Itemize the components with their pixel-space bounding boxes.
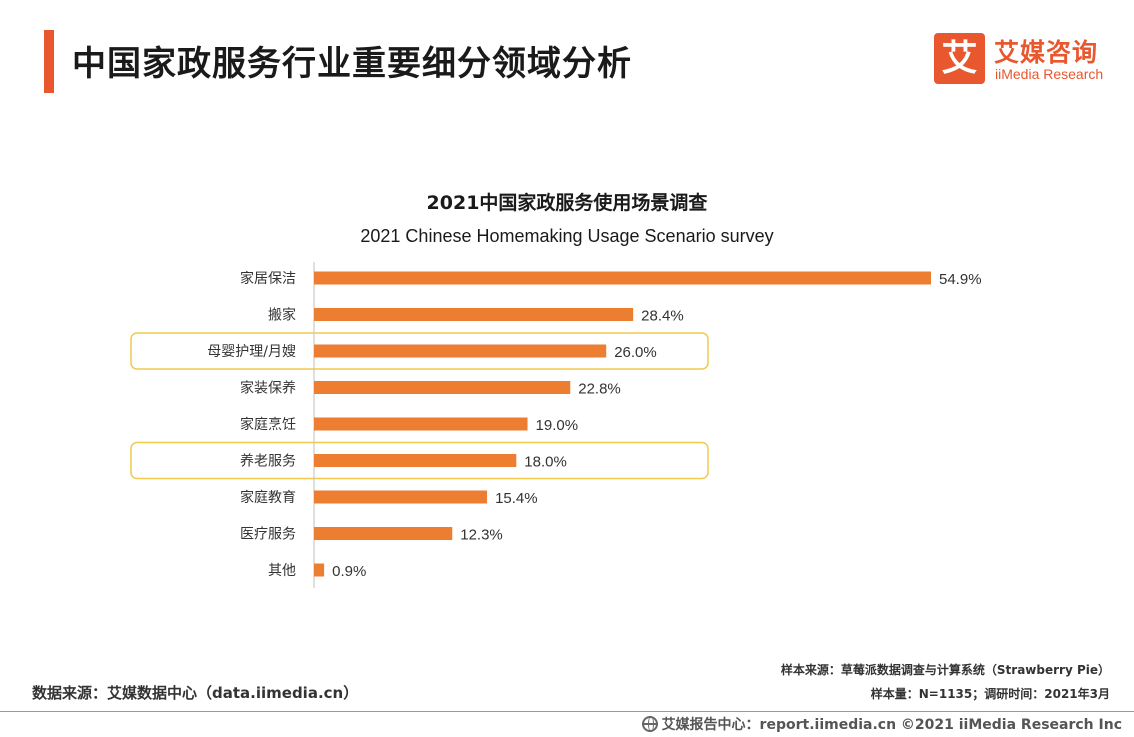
sample-source: 样本来源：草莓派数据调查与计算系统（Strawberry Pie） — [780, 663, 1110, 677]
data-label: 12.3% — [460, 527, 503, 544]
logo-name-cn: 艾媒咨询 — [994, 38, 1099, 67]
category-label: 医疗服务 — [240, 527, 296, 543]
data-label: 22.8% — [578, 381, 621, 398]
bar — [314, 381, 571, 394]
category-label: 家庭教育 — [240, 489, 296, 506]
title-accent-bar — [44, 30, 54, 93]
category-label: 其他 — [268, 563, 296, 579]
footer-copyright: 艾媒报告中心：report.iimedia.cn ©2021 iiMedia R… — [641, 714, 1122, 734]
iimedia-logo: 艾 艾媒咨询 iiMedia Research — [934, 33, 1124, 85]
logo-name-en: iiMedia Research — [995, 66, 1104, 82]
logo-mark: 艾 — [934, 33, 985, 84]
data-label: 19.0% — [536, 417, 579, 434]
category-label: 家庭烹饪 — [240, 416, 296, 433]
footer-divider — [0, 711, 1134, 712]
data-label: 0.9% — [332, 563, 366, 580]
category-label: 母婴护理/月嫂 — [207, 344, 296, 360]
chart-subtitle: 2021 Chinese Homemaking Usage Scenario s… — [360, 226, 774, 246]
chart-title: 2021中国家政服务使用场景调查 — [426, 192, 708, 214]
bar — [314, 563, 325, 577]
data-label: 28.4% — [641, 308, 684, 325]
category-label: 家装保养 — [240, 380, 296, 397]
globe-icon — [641, 716, 658, 732]
data-label: 15.4% — [495, 490, 538, 507]
data-label: 26.0% — [614, 344, 657, 361]
highlight-box — [130, 332, 709, 370]
category-label: 搬家 — [268, 307, 296, 324]
copyright-text: 艾媒报告中心：report.iimedia.cn ©2021 iiMedia R… — [661, 717, 1122, 733]
data-source: 数据来源：艾媒数据中心（data.iimedia.cn） — [32, 684, 359, 702]
data-label: 18.0% — [524, 454, 567, 471]
bar — [314, 490, 488, 504]
category-label: 家居保洁 — [240, 270, 296, 287]
page-title: 中国家政服务行业重要细分领域分析 — [72, 44, 632, 84]
bar — [314, 271, 931, 285]
highlight-box — [130, 441, 709, 480]
bar — [314, 417, 528, 431]
bar — [314, 344, 607, 358]
sample-size: 样本量：N=1135；调研时间：2021年3月 — [870, 687, 1110, 701]
bar — [314, 308, 634, 321]
bar — [314, 527, 453, 540]
category-label: 养老服务 — [240, 454, 296, 470]
data-label: 54.9% — [939, 271, 982, 288]
bar — [314, 454, 517, 467]
